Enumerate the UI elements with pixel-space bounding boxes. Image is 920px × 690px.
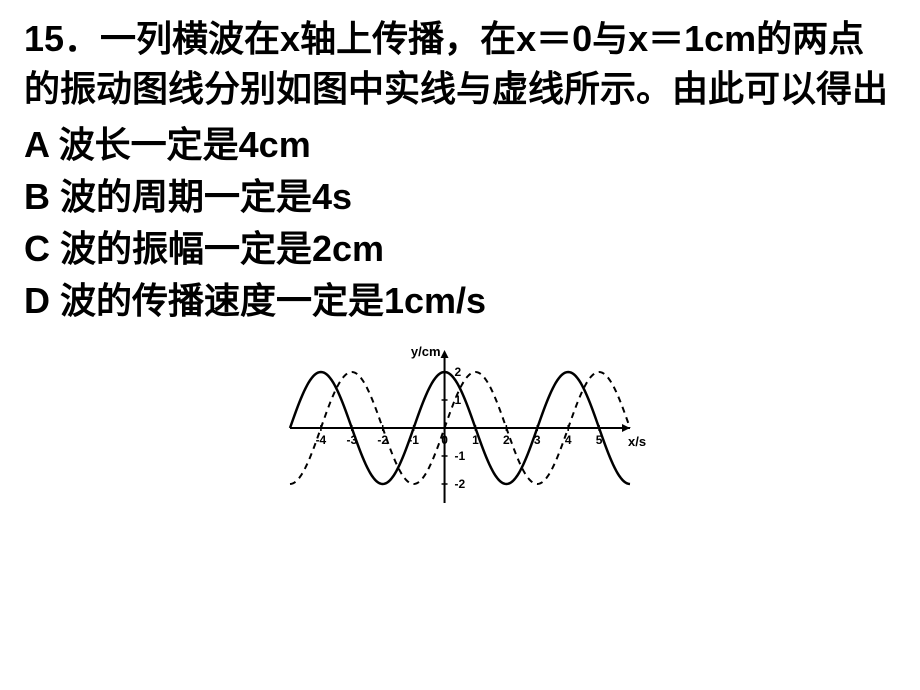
svg-text:2: 2 (503, 433, 510, 447)
svg-text:x/s: x/s (628, 434, 646, 449)
option-b: B 波的周期一定是4s (24, 171, 896, 223)
question-number: 15． (24, 18, 100, 59)
option-c: C 波的振幅一定是2cm (24, 223, 896, 275)
option-a: A 波长一定是4cm (24, 119, 896, 171)
question-body: 一列横波在x轴上传播，在x＝0与x＝1cm的两点的振动图线分别如图中实线与虚线所… (24, 18, 888, 109)
svg-text:2: 2 (455, 365, 462, 379)
options-block: A 波长一定是4cm B 波的周期一定是4s C 波的振幅一定是2cm D 波的… (24, 119, 896, 328)
wave-diagram: -4-3-2-1012345-2-112y/cmx/s (260, 338, 660, 523)
wave-svg: -4-3-2-1012345-2-112y/cmx/s (260, 338, 660, 518)
diagram-container: -4-3-2-1012345-2-112y/cmx/s (24, 338, 896, 523)
svg-text:-4: -4 (316, 433, 327, 447)
svg-text:y/cm: y/cm (411, 344, 441, 359)
svg-text:-2: -2 (455, 477, 466, 491)
svg-text:1: 1 (455, 393, 462, 407)
svg-text:-1: -1 (455, 449, 466, 463)
option-d: D 波的传播速度一定是1cm/s (24, 275, 896, 327)
question-block: 15．一列横波在x轴上传播，在x＝0与x＝1cm的两点的振动图线分别如图中实线与… (24, 14, 896, 115)
